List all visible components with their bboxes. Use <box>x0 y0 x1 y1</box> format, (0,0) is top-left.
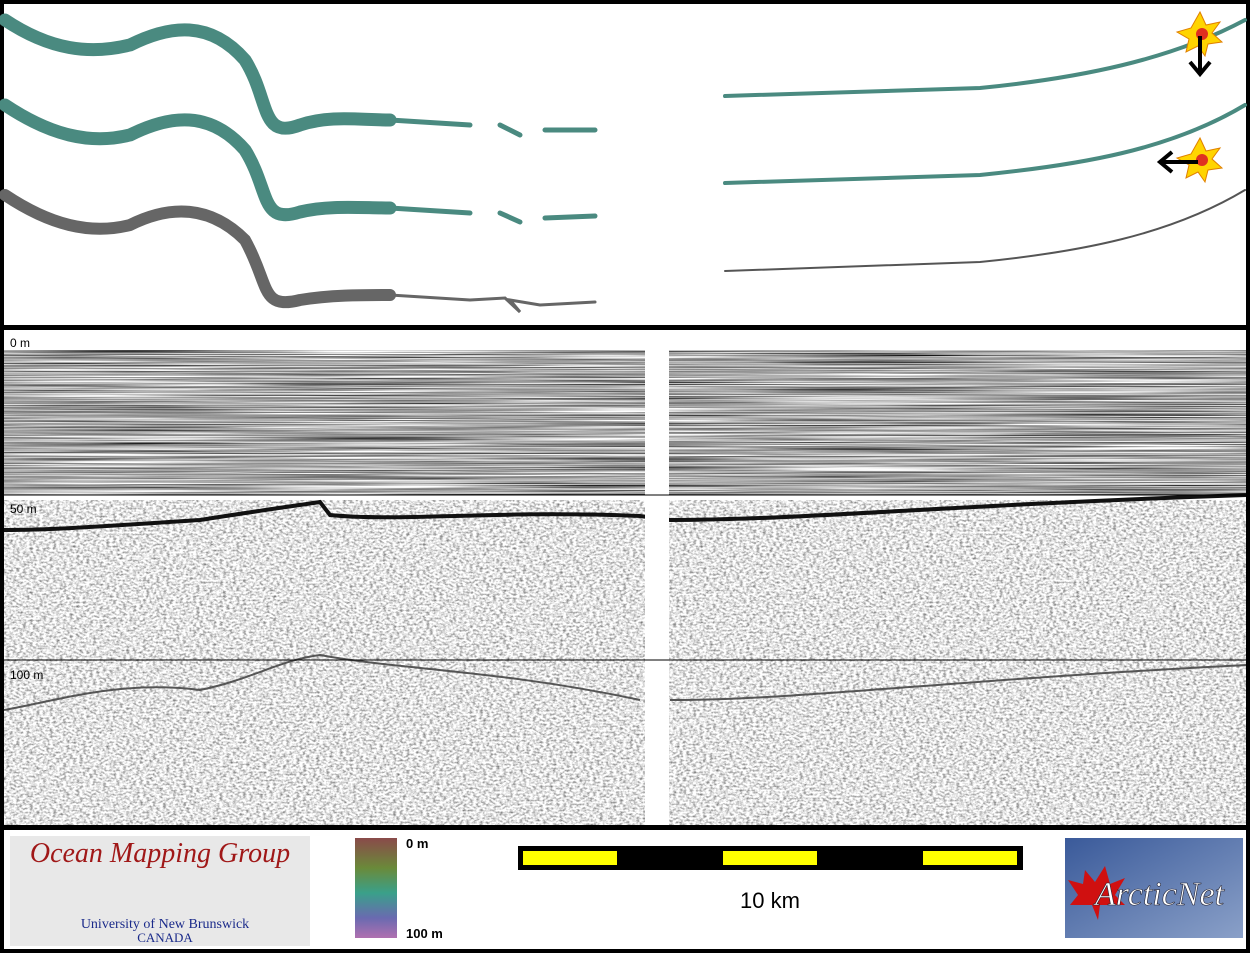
depth-label: 100 m <box>10 668 43 682</box>
data-gap <box>645 350 669 825</box>
colorbar-label: 100 m <box>406 926 443 941</box>
water-column <box>4 350 1246 495</box>
depth-label: 0 m <box>10 336 30 350</box>
logo-title: Ocean Mapping Group <box>30 838 290 869</box>
scale-label: 10 km <box>740 888 800 913</box>
maple-leaf <box>1068 866 1125 920</box>
colorbar <box>355 838 397 938</box>
subbottom-reflector <box>3 653 1247 711</box>
logo-country: CANADA <box>137 930 193 945</box>
seafloor-reflector <box>3 493 1247 532</box>
omg-logo <box>10 836 310 946</box>
depth-label: 50 m <box>10 502 37 516</box>
sediment <box>4 500 1246 825</box>
scale-bar <box>518 846 1023 870</box>
direction-markers <box>1156 10 1224 184</box>
logo-university: University of New Brunswick <box>81 917 249 932</box>
partner-logo: ArcticNet <box>1093 876 1226 913</box>
track-panel <box>4 4 1246 325</box>
colorbar-label: 0 m <box>406 836 428 851</box>
